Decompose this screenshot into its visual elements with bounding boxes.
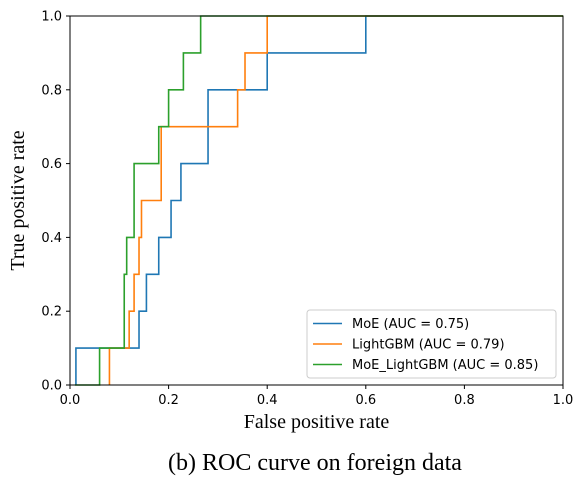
series-line-2 <box>108 15 563 385</box>
y-tick-label: 1.0 <box>41 10 62 25</box>
y-axis-label: True positive rate <box>7 130 29 270</box>
legend-entry: LightGBM (AUC = 0.79) <box>352 338 505 353</box>
y-tick-label: 0.2 <box>41 305 62 320</box>
y-tick-label: 0.6 <box>41 157 62 172</box>
ticks-layer: 0.0 0.2 0.4 0.6 0.8 1.0 0.0 0.2 0.4 0.6 0.8 1.0 <box>41 10 573 409</box>
x-axis-label: False positive rate <box>244 411 390 433</box>
series-line-3 <box>74 15 563 386</box>
legend-entry: MoE_LightGBM (AUC = 0.85) <box>352 358 538 373</box>
y-tick-label: 0.4 <box>41 231 62 246</box>
legend-box <box>306 309 557 379</box>
x-tick-label: 0.8 <box>454 393 475 408</box>
x-tick-label: 0.6 <box>355 393 376 408</box>
y-tick-label: 0.8 <box>41 83 62 98</box>
series-line-1 <box>75 15 563 385</box>
series-layer <box>74 15 563 386</box>
y-tick-label: 0.0 <box>41 379 62 394</box>
figure-caption: (b) ROC curve on foreign data <box>168 450 462 476</box>
legend-entry: MoE (AUC = 0.75) <box>352 317 469 332</box>
legend: MoE (AUC = 0.75) LightGBM (AUC = 0.79) MoE… <box>306 309 557 379</box>
x-tick-label: 1.0 <box>553 393 574 408</box>
x-tick-label: 0.0 <box>60 393 81 408</box>
x-tick-label: 0.2 <box>158 393 179 408</box>
x-tick-label: 0.4 <box>257 393 278 408</box>
plot-frame <box>69 15 564 386</box>
